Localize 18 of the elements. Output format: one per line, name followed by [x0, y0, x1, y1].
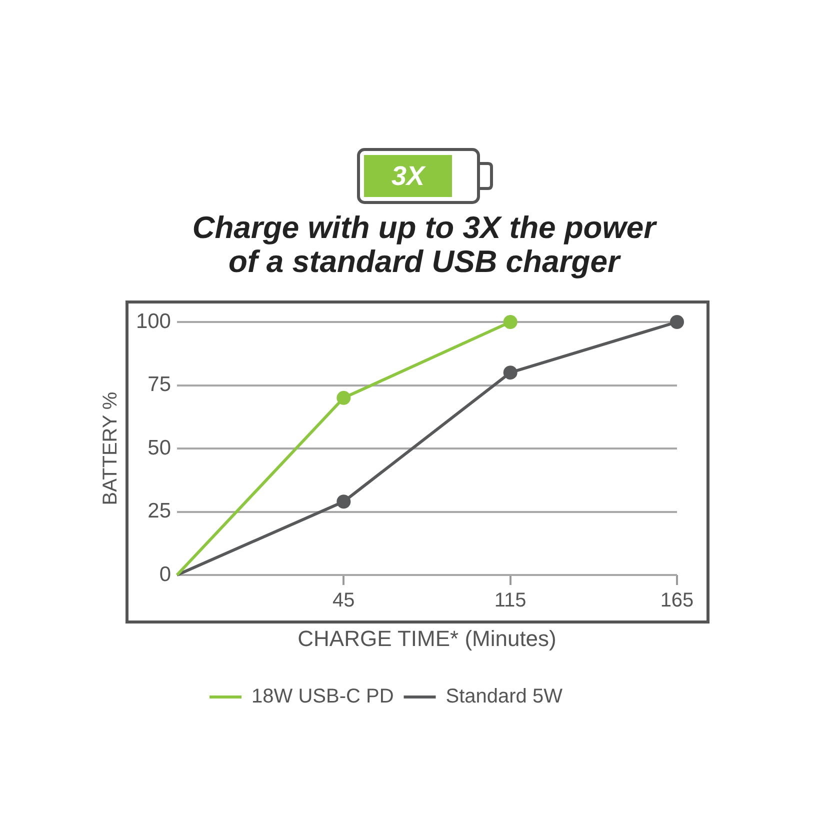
y-tick-label: 25 — [148, 500, 171, 523]
y-tick-label: 50 — [148, 436, 171, 460]
y-tick-label: 75 — [148, 373, 171, 396]
x-tick-label: 115 — [494, 590, 526, 612]
chart-title: Charge with up to 3X the power of a standard USB charger — [191, 210, 658, 279]
point — [670, 315, 684, 329]
legend-label: 18W USB-C PD — [252, 686, 394, 708]
x-tick-label: 165 — [660, 590, 694, 612]
y-axis-title: BATTERY % — [100, 392, 122, 506]
point — [336, 494, 351, 509]
point — [503, 366, 518, 380]
point — [503, 315, 518, 329]
y-tick-label: 100 — [136, 310, 171, 333]
y-tick-label: 0 — [159, 562, 171, 586]
point — [336, 390, 351, 405]
legend-label: Standard 5W — [446, 686, 563, 708]
x-axis-title: CHARGE TIME* (Minutes) — [298, 626, 556, 651]
x-tick-label: 45 — [332, 590, 355, 612]
